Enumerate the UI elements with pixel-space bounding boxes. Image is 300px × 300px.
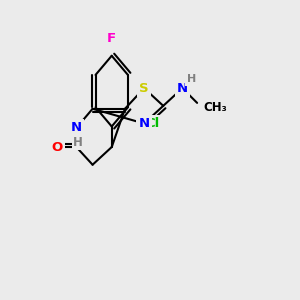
Text: S: S bbox=[139, 82, 149, 95]
Text: N: N bbox=[139, 117, 150, 130]
Text: H: H bbox=[73, 136, 83, 148]
Text: F: F bbox=[107, 32, 116, 45]
Text: Cl: Cl bbox=[146, 117, 160, 130]
Text: O: O bbox=[52, 141, 63, 154]
Text: CH₃: CH₃ bbox=[203, 101, 227, 114]
Text: N: N bbox=[71, 122, 82, 134]
Text: N: N bbox=[71, 122, 82, 134]
Text: N: N bbox=[177, 82, 188, 95]
Text: H: H bbox=[187, 74, 196, 84]
Text: N: N bbox=[71, 122, 82, 134]
